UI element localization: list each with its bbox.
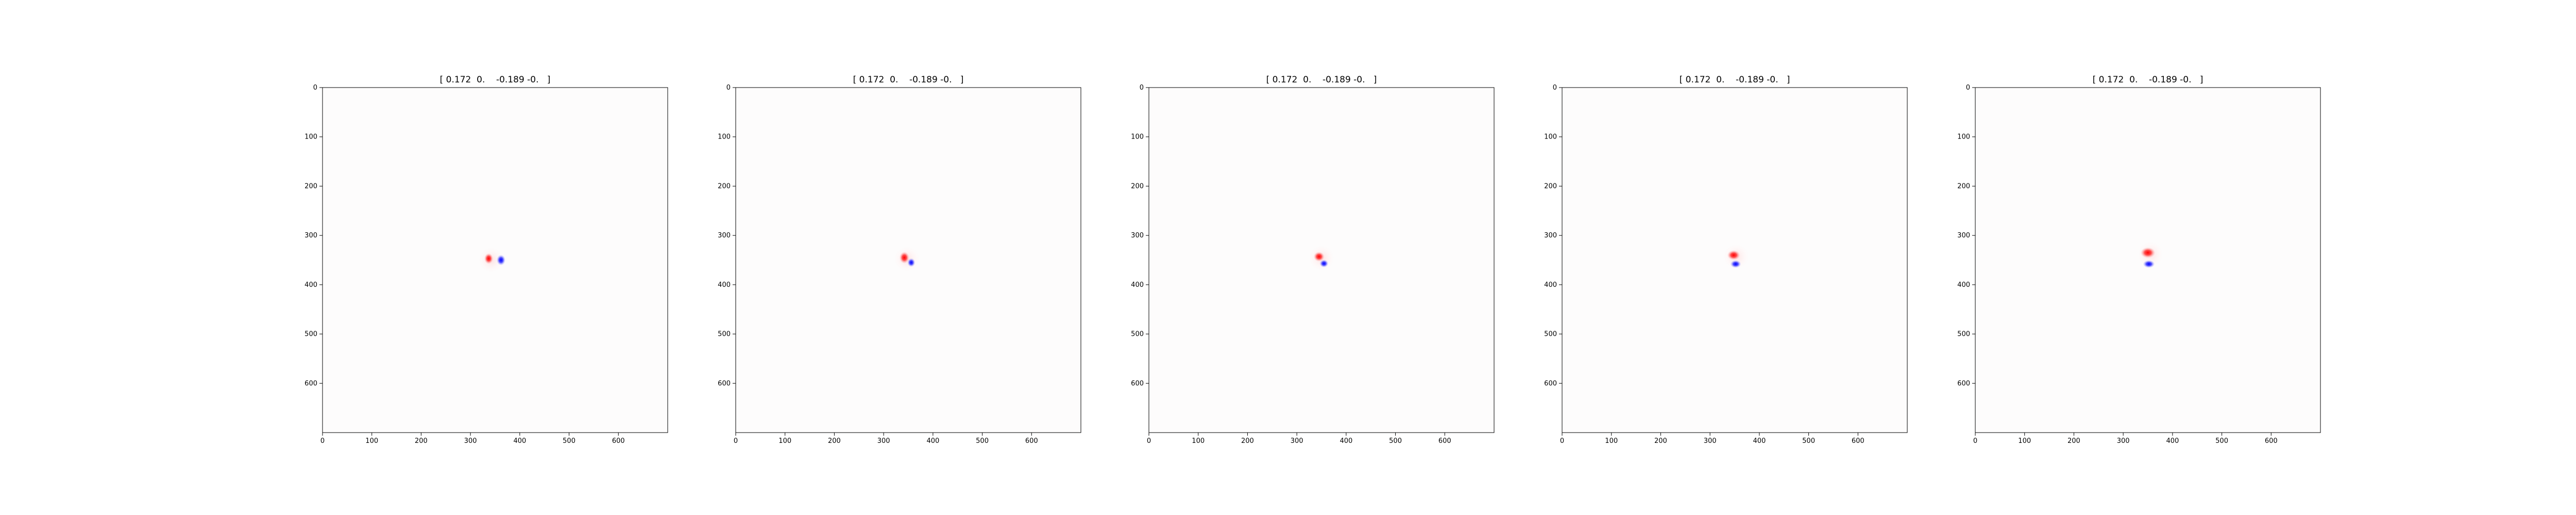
axes-frame: [1975, 87, 2321, 433]
x-tick-label: 500: [563, 437, 575, 445]
x-tick-label: 100: [365, 437, 378, 445]
x-tick-label: 500: [1802, 437, 1815, 445]
axes-frame: [1562, 87, 1908, 433]
y-tick-label: 600: [718, 380, 731, 387]
x-tick-label: 300: [464, 437, 477, 445]
y-tick-label: 600: [1131, 380, 1144, 387]
x-tick-label: 600: [612, 437, 625, 445]
x-tick-label: 200: [1241, 437, 1254, 445]
chart-title: [ 0.172 0. -0.189 -0. ]: [1266, 75, 1377, 85]
y-tick-label: 400: [1131, 281, 1144, 289]
y-tick-label: 500: [1957, 331, 1970, 338]
x-tick-label: 500: [2215, 437, 2228, 445]
positive-blob-mark: [2140, 247, 2156, 259]
y-tick-label: 0: [1553, 84, 1557, 92]
negative-blob-mark: [496, 254, 506, 266]
y-tick-label: 500: [718, 331, 731, 338]
heatmap-panel-3: [ 0.172 0. -0.189 -0. ] 0 100 200 300 400 500 6…: [1131, 75, 1495, 445]
x-tick-label: 400: [2166, 437, 2179, 445]
negative-blob-mark: [1730, 260, 1741, 268]
x-tick-label: 100: [2018, 437, 2031, 445]
x-tick-label: 0: [1147, 437, 1151, 445]
y-tick-label: 100: [718, 133, 731, 141]
y-tick-label: 200: [1957, 182, 1970, 190]
x-tick-label: 300: [877, 437, 890, 445]
axes-frame: [735, 87, 1081, 433]
positive-blob-mark: [484, 253, 494, 264]
chart-title: [ 0.172 0. -0.189 -0. ]: [440, 75, 551, 85]
x-tick-label: 400: [1753, 437, 1766, 445]
x-tick-label: 0: [1560, 437, 1564, 445]
y-tick-label: 0: [1140, 84, 1144, 92]
y-tick-label: 300: [718, 232, 731, 239]
axes-frame: [1148, 87, 1495, 433]
heatmap-panel-4: [ 0.172 0. -0.189 -0. ] 0 100 200 300 400 500 6…: [1544, 75, 1908, 445]
x-tick-label: 400: [926, 437, 939, 445]
y-tick-label: 500: [304, 331, 317, 338]
x-tick-label: 100: [778, 437, 791, 445]
y-tick-label: 400: [1957, 281, 1970, 289]
chart-title: [ 0.172 0. -0.189 -0. ]: [2093, 75, 2204, 85]
y-tick-label: 0: [313, 84, 317, 92]
y-tick-label: 600: [1544, 380, 1557, 387]
positive-blob-mark: [1727, 250, 1740, 260]
x-tick-label: 200: [415, 437, 428, 445]
y-tick-label: 400: [304, 281, 317, 289]
x-tick-label: 300: [1704, 437, 1717, 445]
y-tick-label: 500: [1544, 331, 1557, 338]
negative-blob-mark: [907, 258, 916, 267]
axes-frame: [322, 87, 668, 433]
negative-blob-mark: [1319, 260, 1329, 268]
x-tick-label: 500: [1389, 437, 1402, 445]
heatmap-panel-2: [ 0.172 0. -0.189 -0. ] 0 100 200 300 400 500 6…: [718, 75, 1081, 445]
negative-blob-mark: [2143, 260, 2155, 268]
y-tick-label: 300: [1957, 232, 1970, 239]
y-tick-label: 200: [1131, 182, 1144, 190]
positive-blob-mark: [1313, 251, 1325, 262]
x-tick-label: 300: [1291, 437, 1303, 445]
y-tick-label: 100: [1544, 133, 1557, 141]
x-tick-label: 200: [1654, 437, 1667, 445]
chart-title: [ 0.172 0. -0.189 -0. ]: [1680, 75, 1790, 85]
x-tick-label: 600: [1438, 437, 1451, 445]
x-tick-label: 300: [2117, 437, 2130, 445]
chart-title: [ 0.172 0. -0.189 -0. ]: [853, 75, 964, 85]
y-tick-label: 0: [1966, 84, 1970, 92]
y-tick-label: 300: [1131, 232, 1144, 239]
x-tick-label: 200: [2067, 437, 2080, 445]
y-tick-label: 600: [1957, 380, 1970, 387]
y-tick-label: 200: [304, 182, 317, 190]
x-tick-label: 400: [513, 437, 526, 445]
heatmap-panel-5: [ 0.172 0. -0.189 -0. ] 0 100 200 300 400 500 6…: [1957, 75, 2321, 445]
y-tick-label: 600: [304, 380, 317, 387]
heatmap-panel-1: [ 0.172 0. -0.189 -0. ] 0 100 200 300 400 500 6…: [304, 75, 668, 445]
y-tick-label: 400: [718, 281, 731, 289]
x-tick-label: 100: [1605, 437, 1618, 445]
y-tick-label: 200: [718, 182, 731, 190]
positive-blob-mark: [899, 251, 909, 264]
y-tick-label: 500: [1131, 331, 1144, 338]
y-tick-label: 100: [1957, 133, 1970, 141]
y-tick-label: 400: [1544, 281, 1557, 289]
x-tick-label: 500: [976, 437, 989, 445]
x-tick-label: 0: [320, 437, 325, 445]
x-tick-label: 600: [1852, 437, 1865, 445]
y-tick-label: 200: [1544, 182, 1557, 190]
y-tick-label: 100: [304, 133, 317, 141]
x-tick-label: 200: [828, 437, 841, 445]
y-tick-label: 300: [304, 232, 317, 239]
y-tick-label: 100: [1131, 133, 1144, 141]
x-tick-label: 600: [2265, 437, 2278, 445]
x-tick-label: 0: [1973, 437, 1977, 445]
y-tick-label: 0: [726, 84, 731, 92]
x-tick-label: 0: [734, 437, 738, 445]
x-tick-label: 100: [1192, 437, 1205, 445]
y-tick-label: 300: [1544, 232, 1557, 239]
x-tick-label: 600: [1025, 437, 1038, 445]
x-tick-label: 400: [1340, 437, 1352, 445]
